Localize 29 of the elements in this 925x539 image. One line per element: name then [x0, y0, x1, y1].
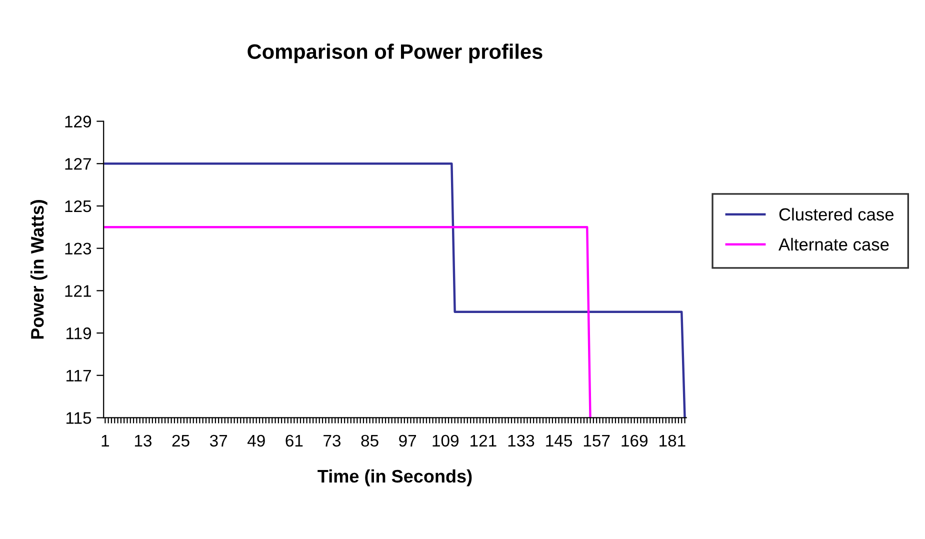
y-tick-label: 127 — [65, 158, 91, 170]
y-axis-title: Power (in Watts) — [30, 200, 48, 339]
x-tick-label: 13 — [134, 434, 152, 447]
y-tick-label: 125 — [65, 200, 92, 212]
x-tick-label: 1 — [102, 435, 109, 446]
x-tick-label: 169 — [622, 434, 648, 447]
x-tick-label: 97 — [399, 434, 416, 447]
x-tick-label: 25 — [172, 434, 190, 447]
y-tick-label: 117 — [66, 370, 91, 382]
x-tick-label: 145 — [546, 435, 572, 447]
x-tick-label: 133 — [508, 434, 534, 447]
x-tick-label: 37 — [210, 434, 228, 447]
y-tick-label: 121 — [65, 285, 91, 297]
y-tick-label: 123 — [65, 242, 92, 255]
y-tick-label: 129 — [65, 116, 92, 128]
chart-title: Comparison of Power profiles — [248, 44, 542, 64]
x-tick-label: 61 — [286, 434, 303, 447]
x-tick-label: 181 — [660, 434, 686, 447]
x-tick-label: 109 — [432, 434, 458, 447]
legend-label: Alternate case — [778, 238, 889, 251]
legend-label: Clustered case — [779, 208, 894, 221]
x-tick-label: 121 — [470, 434, 496, 446]
y-tick-label: 115 — [66, 412, 92, 424]
x-axis-title: Time (in Seconds) — [318, 469, 472, 486]
x-tick-label: 85 — [361, 434, 378, 447]
x-tick-label: 73 — [324, 434, 341, 447]
x-tick-label: 49 — [247, 434, 265, 447]
y-tick-label: 119 — [66, 327, 92, 340]
x-tick-label: 157 — [584, 435, 610, 447]
